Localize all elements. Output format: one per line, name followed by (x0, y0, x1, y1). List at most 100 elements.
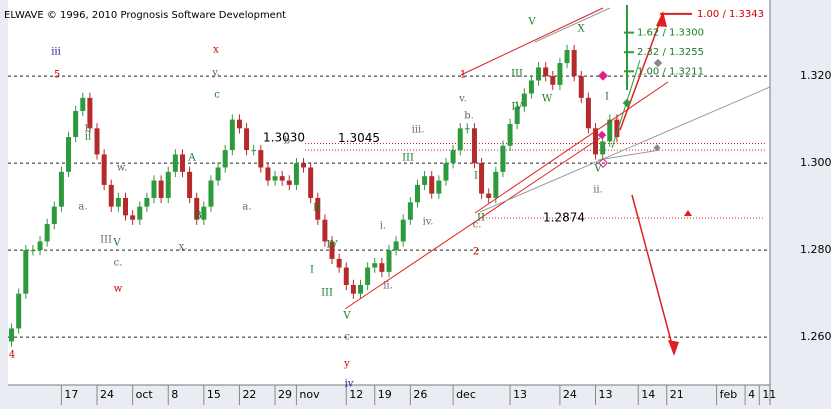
candle-body (244, 128, 250, 151)
x-tick-label: 22 (242, 388, 256, 401)
y-tick-label: 1.2800 (800, 243, 831, 256)
level-label: 1.3030 (263, 131, 305, 145)
wave-label: III (402, 153, 414, 164)
candle-body (80, 97, 86, 111)
wave-label: A (187, 153, 196, 164)
wave-label: c. (473, 220, 482, 231)
candle-body (308, 167, 314, 198)
candle-body (130, 215, 136, 220)
wave-label: x. (179, 242, 188, 253)
candle-body (58, 171, 64, 207)
wave-label: w. (117, 163, 128, 174)
wave-label: b (284, 136, 290, 147)
wave-label: V (342, 311, 351, 322)
candle-body (493, 171, 499, 198)
wave-label: a. (78, 202, 87, 213)
arrow-head (656, 11, 667, 27)
candle-body (151, 180, 157, 198)
candle-body (322, 219, 328, 242)
wave-label: iii. (412, 125, 425, 136)
candle-body (372, 263, 378, 268)
candle-body (187, 171, 193, 198)
candle-body (208, 180, 214, 207)
wave-label: I (474, 171, 478, 182)
candle-body (414, 184, 420, 203)
wave-label: III (100, 235, 112, 246)
candle-body (471, 128, 477, 164)
candle-body (479, 163, 485, 194)
candle-body (393, 241, 399, 251)
x-tick-label: nov (299, 388, 320, 401)
candle-body (358, 284, 364, 294)
candle-body (500, 145, 506, 172)
candle-body (94, 128, 100, 155)
candle-body (9, 328, 15, 342)
wave-label: IV (326, 240, 338, 251)
y-tick-label: 1.2600 (800, 330, 831, 343)
wave-label: II (313, 203, 321, 214)
wave-label: b. (464, 111, 474, 122)
x-tick-label: 17 (64, 388, 78, 401)
arrow-head (668, 340, 679, 356)
wave-label: V (527, 17, 536, 28)
candle-body (315, 197, 321, 220)
candle-body (436, 180, 442, 194)
candle-body (279, 176, 285, 181)
wave-label: y (343, 359, 350, 370)
wave-label: w (114, 284, 123, 295)
candle-body (514, 106, 520, 124)
plot-area (8, 0, 770, 385)
y-tick-label: 1.3000 (800, 156, 831, 169)
level-label: 1.2874 (543, 210, 585, 224)
wave-label: ii (85, 132, 91, 143)
wave-label: iii (51, 47, 61, 58)
wave-label: V (112, 238, 121, 249)
candle-body (272, 176, 278, 181)
chart-title: ELWAVE © 1996, 2010 Prognosis Software D… (4, 10, 286, 21)
wave-label: c (214, 90, 220, 101)
wave-label: W (542, 94, 553, 105)
candle-body (23, 250, 29, 294)
trend-line (534, 7, 611, 43)
candle-body (443, 163, 449, 181)
marker (598, 70, 608, 81)
candle-body (194, 197, 200, 220)
trend-line (479, 86, 771, 213)
candle-body (286, 180, 292, 185)
marks (8, 12, 770, 347)
candle-body (450, 150, 456, 164)
candle-body (528, 80, 534, 94)
wave-label: X (577, 24, 585, 35)
candle-body (507, 123, 513, 146)
x-tick-label: 12 (349, 388, 363, 401)
candle-body (229, 119, 235, 151)
candle-body (379, 263, 385, 272)
wave-label: I (310, 265, 314, 276)
candle-body (37, 241, 43, 251)
candle-body (578, 76, 584, 98)
marker (684, 210, 692, 216)
wave-label: c (344, 332, 350, 343)
x-tick-label: dec (456, 388, 476, 401)
wave-label: y. (211, 68, 220, 79)
candle-body (336, 258, 342, 268)
candle-body (201, 206, 207, 220)
candle-body (350, 284, 356, 294)
trend-line (597, 149, 661, 161)
target-label: 1.00 / 1.3343 (697, 9, 764, 20)
candle-body (301, 163, 307, 168)
wave-label: IV (511, 102, 523, 113)
trend-line (474, 81, 669, 214)
target-label: 1.62 / 1.3300 (637, 28, 704, 39)
candle-body (215, 167, 221, 181)
candle-body (571, 50, 577, 77)
projection-arrow (631, 194, 675, 353)
candle-body (108, 184, 114, 207)
candle-body (222, 150, 228, 168)
candle-body (557, 63, 563, 85)
candle-body (543, 67, 549, 77)
candle-body (607, 119, 613, 142)
wave-label: b (85, 124, 91, 135)
